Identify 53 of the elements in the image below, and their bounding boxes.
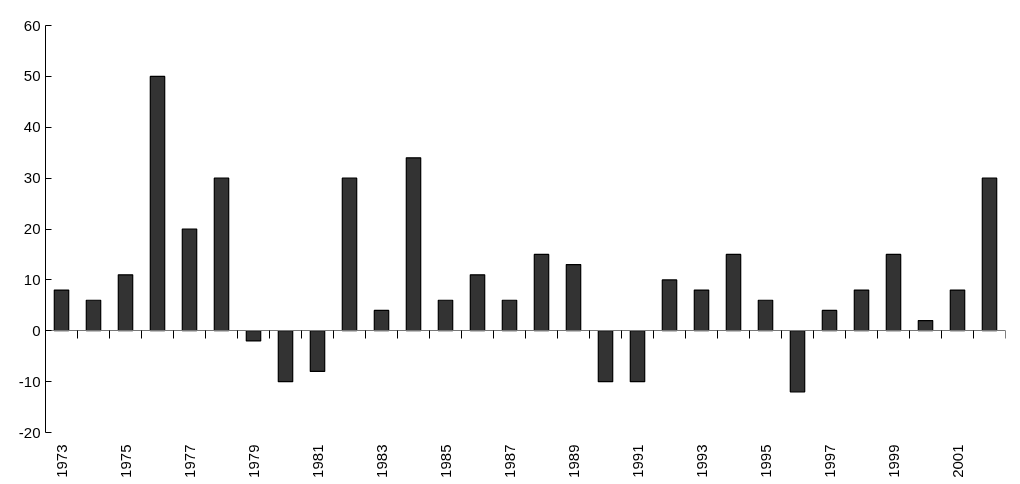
y-tick-label: 0 (32, 321, 41, 339)
bar (85, 299, 102, 332)
x-tick-label: 1997 (820, 444, 838, 478)
bar (277, 330, 294, 383)
bar (981, 177, 998, 332)
x-tick-label: 1981 (308, 444, 326, 478)
bar (821, 309, 838, 332)
x-tick-label: 1991 (628, 444, 646, 478)
bar (533, 253, 550, 332)
bar (437, 299, 454, 332)
y-tick-label: 40 (23, 118, 41, 136)
x-tick-label: 1983 (372, 444, 390, 478)
bar (469, 274, 486, 332)
bar (181, 228, 198, 332)
bar (117, 274, 134, 332)
x-tick-label: 1995 (756, 444, 774, 478)
y-tick-label: 60 (23, 16, 41, 34)
x-tick-label: 1989 (564, 444, 582, 478)
y-tick-label: 10 (23, 270, 41, 288)
bar (53, 289, 70, 332)
bar (853, 289, 870, 332)
x-tick-label: 1975 (116, 444, 134, 478)
y-tick-label: 20 (23, 220, 41, 237)
x-tick-label: 2001 (948, 444, 966, 478)
bar (725, 253, 742, 332)
x-tick-label: 1973 (52, 444, 70, 478)
x-tick-label: 1977 (180, 444, 198, 478)
bar (949, 289, 966, 332)
bar (565, 264, 582, 332)
bar (597, 330, 614, 383)
bar (373, 309, 390, 332)
y-tick-label: 30 (23, 169, 41, 187)
bar (405, 157, 422, 332)
bar (789, 330, 806, 393)
bar (213, 177, 230, 332)
x-tick-label: 1987 (500, 444, 518, 478)
bar (661, 279, 678, 332)
bar (341, 177, 358, 332)
y-tick-label: -10 (18, 372, 41, 390)
x-tick-label: 1985 (436, 444, 454, 478)
bar (245, 330, 262, 342)
bar (501, 299, 518, 332)
x-tick-label: 1999 (884, 444, 902, 478)
bar (757, 299, 774, 332)
x-tick-label: 1993 (692, 444, 710, 478)
y-tick-label: 50 (23, 67, 41, 85)
bar (629, 330, 646, 383)
bar (885, 253, 902, 332)
bar (693, 289, 710, 332)
bar (309, 330, 326, 373)
x-tick-label: 1979 (244, 444, 262, 478)
y-tick-label: -20 (18, 423, 41, 441)
bar (149, 75, 166, 332)
